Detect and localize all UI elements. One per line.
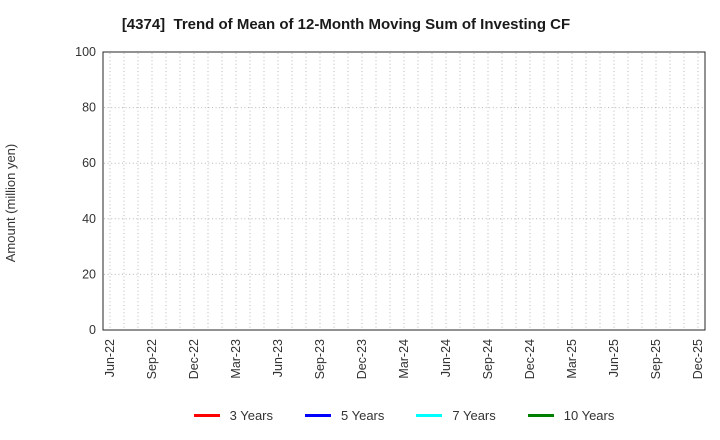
x-tick-label: Jun-22 <box>103 339 117 377</box>
y-tick-label: 100 <box>75 45 96 59</box>
x-tick-label: Dec-23 <box>355 339 369 379</box>
y-tick-labels: 0 20 40 60 80 100 <box>75 45 96 337</box>
x-tick-label: Jun-25 <box>607 339 621 377</box>
legend-item-5-years: 5 Years <box>305 408 384 423</box>
y-tick-label: 0 <box>89 323 96 337</box>
x-tick-labels: Jun-22 Sep-22 Dec-22 Mar-23 Jun-23 Sep-23 Dec-… <box>103 339 705 379</box>
legend-line-10-years <box>527 413 554 417</box>
y-tick-label: 80 <box>82 101 96 115</box>
legend-line-3-years <box>193 413 220 417</box>
x-tick-label: Dec-25 <box>691 339 705 379</box>
legend-line-7-years <box>416 413 443 417</box>
y-tick-label: 40 <box>82 212 96 226</box>
legend-label-7-years: 7 Years <box>452 407 496 423</box>
x-tick-label: Jun-23 <box>271 339 285 377</box>
x-tick-label: Sep-23 <box>313 339 327 379</box>
plot-frame <box>102 51 706 331</box>
x-tick-label: Mar-23 <box>229 339 243 379</box>
y-tick-label: 20 <box>82 267 96 281</box>
v-gridlines <box>109 53 699 329</box>
legend-item-10-years: 10 Years <box>527 407 615 423</box>
legend: 3 Years 5 Years 7 Years 10 Years <box>103 402 705 428</box>
x-tick-label: Mar-25 <box>565 339 579 379</box>
legend-label-5-years: 5 Years <box>341 407 385 423</box>
legend-line-5-years <box>305 413 331 417</box>
x-tick-label: Dec-24 <box>523 339 537 379</box>
y-axis-label: Amount (million yen) <box>3 144 18 263</box>
x-tick-label: Jun-24 <box>439 339 453 377</box>
x-tick-label: Sep-24 <box>481 339 495 379</box>
legend-label-3-years: 3 Years <box>229 407 273 423</box>
y-tick-label: 60 <box>82 156 96 170</box>
legend-item-7-years: 7 Years <box>416 407 496 423</box>
x-tick-label: Sep-22 <box>145 339 159 379</box>
x-tick-label: Dec-22 <box>187 339 201 379</box>
x-tick-label: Mar-24 <box>397 339 411 379</box>
chart-title: [4374] Trend of Mean of 12-Month Moving … <box>121 16 571 33</box>
legend-item-3-years: 3 Years <box>193 407 273 423</box>
legend-label-10-years: 10 Years <box>563 407 615 423</box>
x-tick-label: Sep-25 <box>649 339 663 379</box>
